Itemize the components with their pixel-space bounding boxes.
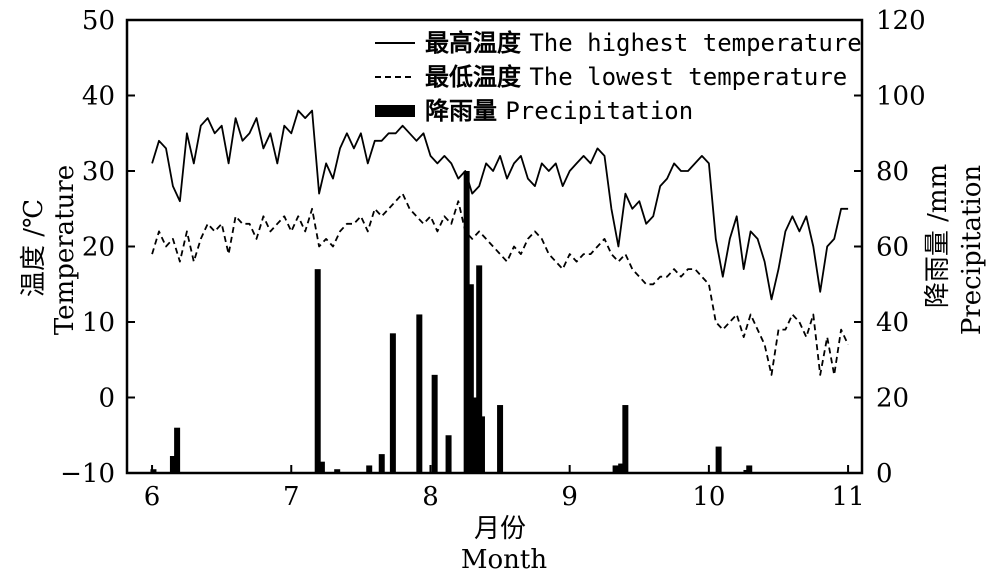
left-axis-title-en: Temperature: [50, 165, 80, 335]
precipitation-bar: [174, 427, 181, 473]
legend-label: 降雨量 Precipitation: [425, 97, 693, 125]
left-y-tick-label: 10: [82, 308, 115, 338]
highest-temperature-line: [151, 109, 849, 301]
right-y-tick-label: 40: [876, 308, 909, 338]
precipitation-bar: [150, 469, 157, 473]
left-y-tick-label: 40: [82, 82, 115, 112]
legend-label: 最低温度 The lowest temperature: [425, 63, 847, 91]
left-y-tick-label: 20: [82, 233, 115, 263]
x-tick-label: 6: [144, 482, 161, 512]
x-tick-label: 10: [692, 482, 725, 512]
x-tick-label: 8: [422, 482, 439, 512]
precipitation-bar: [715, 446, 722, 473]
right-y-tick-label: 0: [876, 459, 893, 489]
precipitation-bar: [334, 469, 341, 473]
precipitation-bar: [314, 269, 321, 473]
x-tick-label: 9: [561, 482, 578, 512]
x-axis-title-en: Month: [461, 545, 547, 575]
left-y-tick-label: 30: [82, 157, 115, 187]
right-axis-title-cn: 降雨量 /mm: [923, 164, 953, 308]
right-y-tick-label: 120: [876, 6, 926, 36]
precipitation-bar: [618, 463, 625, 473]
legend-swatch-precipitation: [375, 105, 415, 117]
left-y-tick-label: −10: [60, 459, 115, 489]
precipitation-bar: [746, 465, 753, 473]
precipitation-bar: [622, 405, 629, 473]
right-y-tick-label: 60: [876, 233, 909, 263]
precipitation-bar: [318, 461, 325, 473]
precipitation-bar: [497, 405, 504, 473]
left-y-tick-label: 50: [82, 6, 115, 36]
x-tick-label: 11: [832, 482, 865, 512]
axis-ticks: 6 7 8 9 10 11 −10 0 10 20 30 40 50 0 20 40 60 80 100 120: [60, 6, 926, 512]
precipitation-bar: [463, 171, 470, 473]
x-axis-title-cn: 月份: [474, 514, 526, 544]
precipitation-bar: [478, 416, 485, 473]
left-axis-title-cn: 温度 /℃: [19, 199, 49, 297]
right-axis-title-en: Precipitation: [957, 165, 987, 336]
precipitation-bar: [445, 435, 452, 473]
precipitation-bar: [612, 465, 619, 473]
precipitation-bar: [476, 265, 483, 473]
lowest-temperature-line: [151, 192, 849, 376]
legend-label: 最高温度 The highest temperature: [425, 29, 862, 57]
precipitation-bar: [467, 284, 474, 473]
precipitation-bar: [431, 374, 438, 473]
right-y-tick-label: 100: [876, 82, 926, 112]
precipitation-bar: [389, 333, 396, 473]
precipitation-bar: [169, 456, 176, 473]
x-tick-label: 7: [283, 482, 300, 512]
right-y-tick-label: 20: [876, 384, 909, 414]
legend: 最高温度 The highest temperature 最低温度 The low…: [375, 29, 862, 125]
right-y-tick-label: 80: [876, 157, 909, 187]
precipitation-bars: [150, 171, 753, 473]
left-y-tick-label: 0: [98, 384, 115, 414]
precipitation-bar: [366, 465, 373, 473]
precipitation-bar: [378, 454, 385, 473]
precipitation-bar: [416, 314, 423, 473]
temperature-lines: [151, 109, 849, 376]
